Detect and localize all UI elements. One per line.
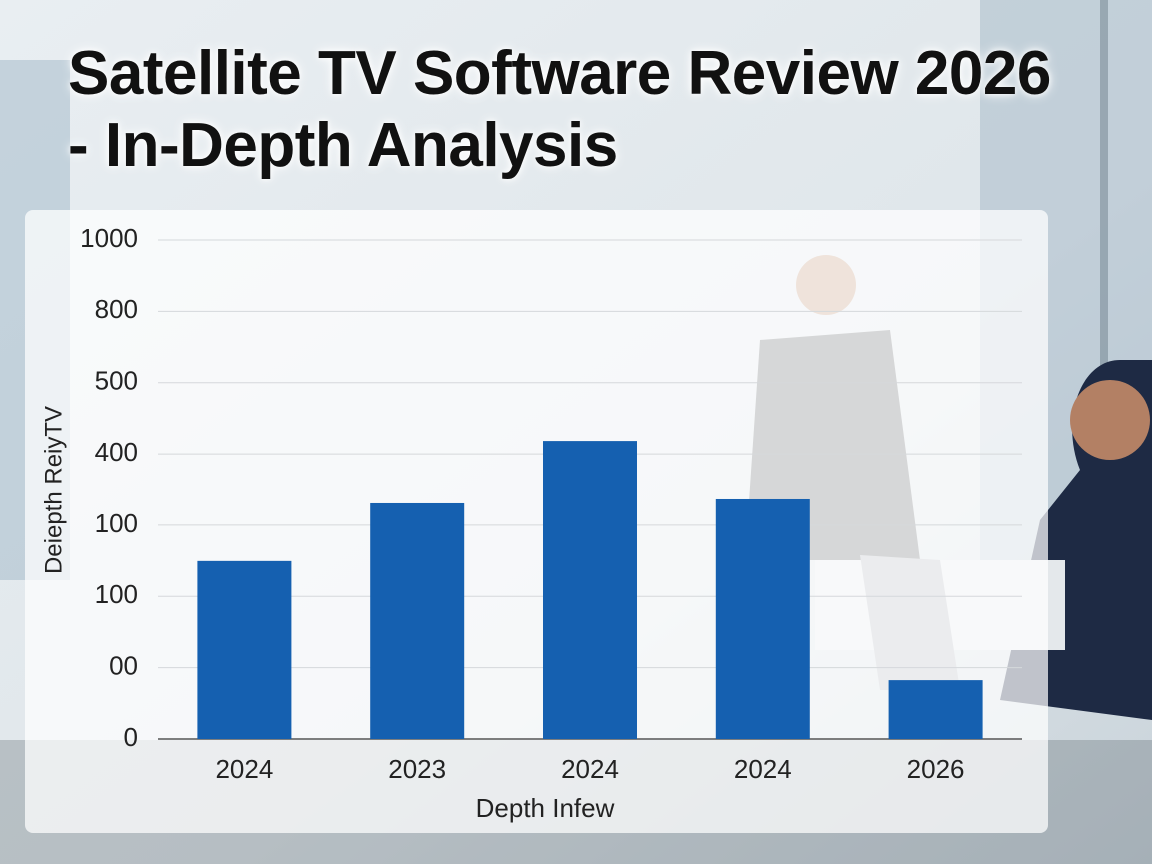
chart-title: Satellite TV Software Review 2026 - In-D…: [68, 39, 1051, 180]
y-tick-label: 100: [95, 508, 138, 538]
bar: [370, 502, 465, 739]
y-axis-label: Deiepth ReiyTV: [40, 406, 67, 574]
x-tick-label: 2024: [561, 754, 619, 784]
x-axis-label: Depth Infew: [476, 793, 615, 823]
y-tick-label: 500: [95, 366, 138, 396]
bar: [715, 498, 810, 739]
bar: [197, 560, 292, 739]
bar: [888, 680, 983, 739]
bar: [543, 441, 637, 739]
y-tick-label: 100: [95, 579, 138, 609]
y-tick-label: 1000: [80, 223, 138, 253]
x-tick-label: 2023: [388, 754, 446, 784]
x-tick-label: 2026: [907, 754, 965, 784]
y-tick-label: 00: [109, 651, 138, 681]
x-tick-label: 2024: [215, 754, 273, 784]
x-tick-label: 2024: [734, 754, 792, 784]
y-tick-label: 400: [95, 437, 138, 467]
y-tick-label: 0: [124, 722, 138, 752]
y-tick-label: 800: [95, 294, 138, 324]
